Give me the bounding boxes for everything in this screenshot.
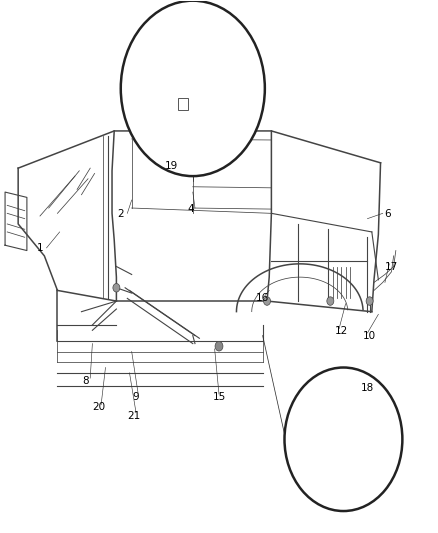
Circle shape xyxy=(285,368,403,511)
Circle shape xyxy=(113,284,120,292)
Text: 19: 19 xyxy=(164,161,177,171)
Text: 4: 4 xyxy=(187,204,194,214)
Text: 9: 9 xyxy=(133,392,139,402)
Text: 20: 20 xyxy=(92,402,106,413)
Text: 18: 18 xyxy=(361,383,374,393)
Bar xyxy=(177,98,188,110)
Circle shape xyxy=(264,297,271,305)
Text: 10: 10 xyxy=(363,330,376,341)
Text: 12: 12 xyxy=(335,326,348,336)
Text: 8: 8 xyxy=(82,376,89,386)
Text: 6: 6 xyxy=(384,209,390,220)
Circle shape xyxy=(121,1,265,176)
Circle shape xyxy=(215,342,223,351)
Circle shape xyxy=(366,297,373,305)
Circle shape xyxy=(327,297,334,305)
Text: 2: 2 xyxy=(117,209,124,220)
Text: 21: 21 xyxy=(127,411,141,422)
Text: 1: 1 xyxy=(37,243,43,253)
Text: 15: 15 xyxy=(212,392,226,402)
Text: 17: 17 xyxy=(385,262,398,271)
Text: 16: 16 xyxy=(256,293,269,303)
